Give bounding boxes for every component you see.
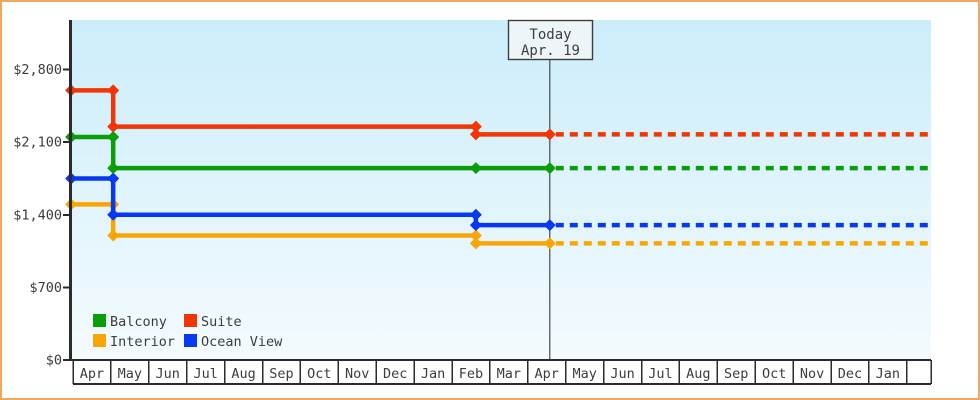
month-label: Mar: [497, 366, 521, 382]
y-axis-labels: $0 $700 $1,400 $2,100 $2,800: [13, 62, 70, 369]
legend-item-suite: Suite: [184, 314, 242, 330]
month-label: Oct: [762, 366, 786, 382]
data-point-marker: [107, 84, 120, 97]
y-axis-label: $0: [46, 353, 62, 369]
y-axis-label: $2,800: [13, 62, 62, 78]
series-balcony: [65, 131, 931, 175]
month-label: Aug: [231, 366, 255, 382]
month-label: Apr: [80, 366, 104, 382]
data-point-marker: [107, 120, 120, 133]
month-label: Nov: [345, 366, 369, 382]
month-label: May: [572, 366, 596, 382]
data-point-marker: [107, 131, 120, 144]
legend-label: Interior: [110, 334, 175, 350]
legend-label: Balcony: [110, 314, 167, 330]
plot-area: [72, 20, 931, 360]
x-axis-month-row: Apr May Jun Jul Aug Sep Oct Nov Dec Jan Feb Mar Apr M…: [72, 360, 932, 385]
month-label: Jul: [648, 366, 672, 382]
month-label: Oct: [307, 366, 331, 382]
y-axis-label: $1,400: [13, 207, 62, 223]
data-point-marker: [469, 128, 482, 141]
data-point-marker: [469, 162, 482, 175]
today-label-line2: Apr. 19: [521, 43, 580, 59]
month-label: Dec: [383, 366, 407, 382]
legend-label: Suite: [201, 314, 242, 330]
month-label: Apr: [535, 366, 559, 382]
y-axis-label: $700: [29, 280, 62, 296]
y-axis-label: $2,100: [13, 135, 62, 151]
legend-item-interior: Interior: [93, 334, 175, 350]
series-ocean-view: [65, 172, 931, 232]
plot-background: [72, 20, 931, 360]
series-interior: [65, 198, 931, 250]
month-label: Jan: [876, 366, 900, 382]
data-series: [65, 84, 931, 250]
series-line-solid: [71, 202, 550, 246]
data-point-marker: [469, 208, 482, 221]
series-suite: [65, 84, 931, 141]
legend-item-ocean-view: Ocean View: [184, 334, 283, 350]
data-point-marker: [107, 208, 120, 221]
data-point-marker: [543, 162, 556, 175]
series-line-solid: [71, 88, 550, 137]
month-label: Dec: [838, 366, 862, 382]
data-point-marker: [107, 172, 120, 185]
today-annotation-box: Today Apr. 19: [507, 19, 594, 61]
month-label: Jan: [421, 366, 445, 382]
legend-swatch: [184, 334, 197, 347]
month-label: Jun: [156, 366, 180, 382]
today-label-line1: Today: [529, 27, 571, 43]
month-label: Aug: [686, 366, 710, 382]
month-label: Sep: [724, 366, 748, 382]
month-label: Feb: [459, 366, 483, 382]
month-label: Nov: [800, 366, 824, 382]
legend: Balcony Suite Interior Ocean View: [93, 314, 283, 350]
legend-label: Ocean View: [201, 334, 283, 350]
data-point-marker: [469, 219, 482, 232]
data-point-marker: [107, 162, 120, 175]
data-point-marker: [469, 120, 482, 133]
month-label: Jul: [193, 366, 217, 382]
data-point-marker: [469, 237, 482, 250]
data-point-marker: [543, 237, 556, 250]
legend-swatch: [93, 334, 106, 347]
month-label: May: [118, 366, 142, 382]
legend-item-balcony: Balcony: [93, 314, 167, 330]
data-point-marker: [543, 219, 556, 232]
data-point-marker: [543, 128, 556, 141]
month-label: Jun: [610, 366, 634, 382]
series-line-solid: [71, 176, 550, 228]
today-box: [507, 19, 594, 61]
month-label: Sep: [269, 366, 293, 382]
data-point-marker: [107, 229, 120, 242]
data-point-marker: [469, 229, 482, 242]
legend-swatch: [93, 314, 106, 327]
axes: [69, 20, 931, 361]
legend-swatch: [184, 314, 197, 327]
